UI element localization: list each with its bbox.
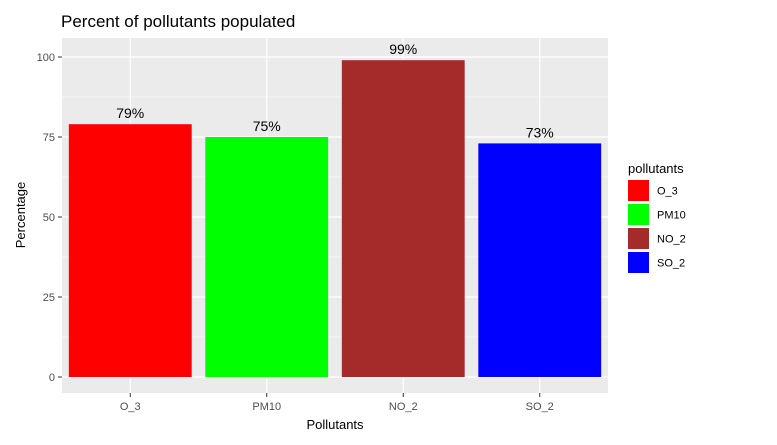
data-label: 99%: [389, 41, 417, 57]
legend-key: [628, 228, 649, 249]
x-tick-label: O_3: [120, 401, 141, 413]
data-label: 75%: [253, 118, 281, 134]
legend-label: PM10: [657, 210, 686, 222]
legend-title: pollutants: [628, 161, 684, 176]
y-tick-label: 100: [37, 52, 55, 64]
legend-label: O_3: [657, 186, 678, 198]
y-tick-label: 50: [43, 212, 55, 224]
bar-pm10: [205, 137, 329, 377]
y-tick-label: 0: [49, 372, 55, 384]
legend: pollutants O_3 PM10 NO_2 SO_2: [628, 161, 686, 273]
bars: [68, 60, 602, 377]
legend-key: [628, 204, 649, 225]
bar-no2: [341, 60, 465, 377]
chart-title: Percent of pollutants populated: [61, 12, 295, 31]
y-axis-ticks: 0 25 50 75 100: [37, 52, 62, 384]
legend-label: NO_2: [657, 234, 686, 246]
bar-so2: [478, 143, 602, 377]
x-tick-label: NO_2: [389, 401, 418, 413]
data-label: 73%: [526, 124, 554, 140]
data-label: 79%: [116, 105, 144, 121]
x-axis-title: Pollutants: [306, 417, 364, 432]
x-tick-label: SO_2: [526, 401, 554, 413]
y-axis-title: Percentage: [13, 182, 28, 249]
legend-key: [628, 180, 649, 201]
x-axis-ticks: O_3 PM10 NO_2 SO_2: [120, 393, 554, 413]
legend-label: SO_2: [657, 258, 685, 270]
y-tick-label: 25: [43, 292, 55, 304]
x-tick-label: PM10: [252, 401, 281, 413]
legend-key: [628, 252, 649, 273]
y-tick-label: 75: [43, 132, 55, 144]
data-labels: 79% 75% 99% 73%: [116, 41, 554, 140]
bar-o3: [68, 124, 192, 377]
